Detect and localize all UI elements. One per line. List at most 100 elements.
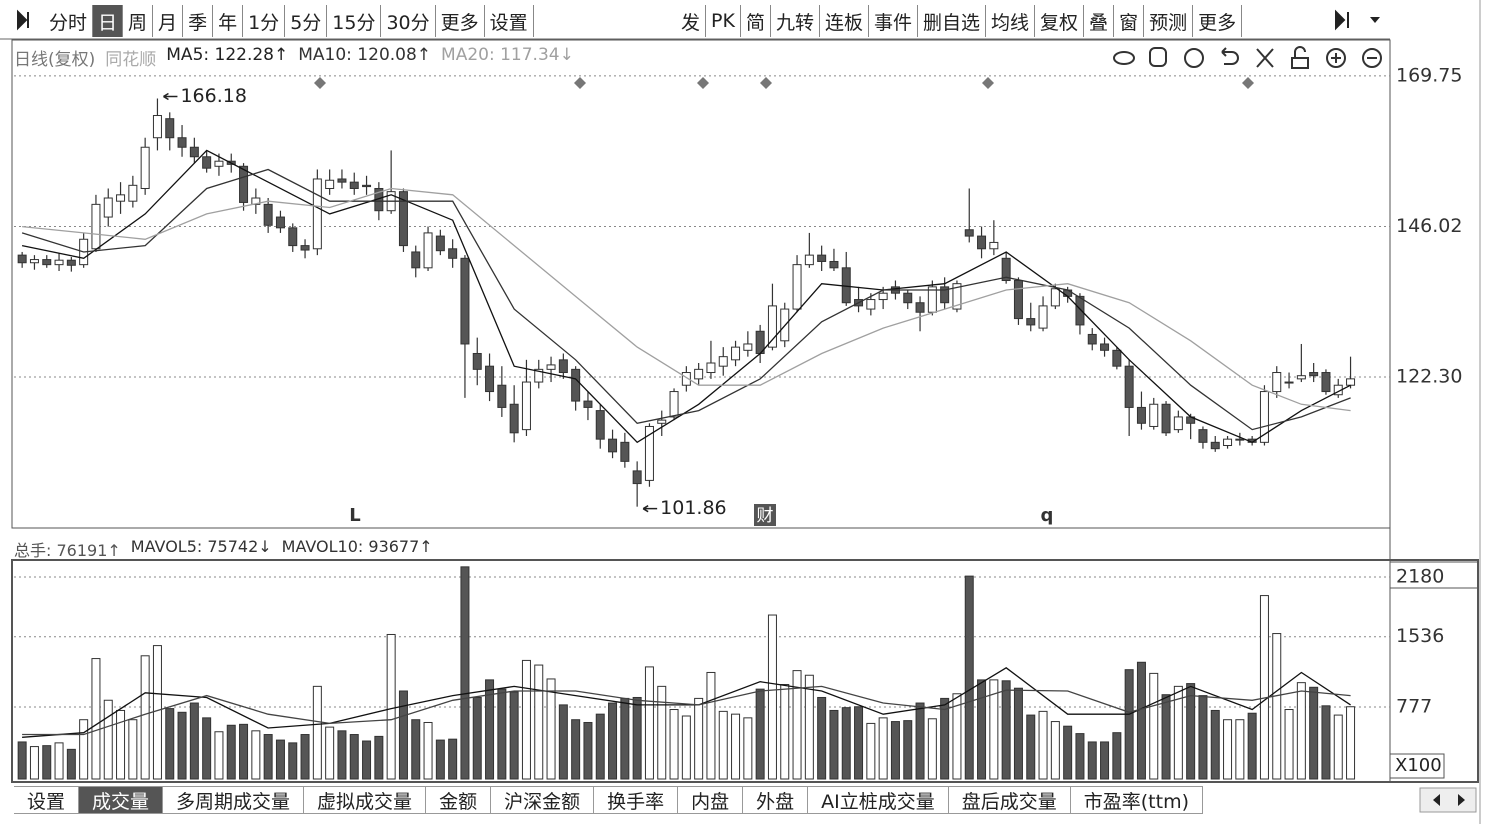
cut-icon[interactable]	[1256, 48, 1274, 68]
event-markers	[314, 77, 1254, 89]
tab[interactable]: 外盘	[743, 786, 809, 814]
zoom-in-icon[interactable]	[1326, 48, 1346, 68]
toolbar-button[interactable]: 事件	[869, 5, 918, 37]
toolbar-button[interactable]: 复权	[1035, 5, 1085, 37]
hand-icon[interactable]	[1149, 47, 1167, 67]
candle-body	[1346, 378, 1356, 386]
y-tick-label: 122.30	[1396, 365, 1462, 387]
event-label[interactable]: 财	[757, 506, 774, 526]
tab[interactable]: 虚拟成交量	[304, 786, 427, 814]
toolbar-icon[interactable]	[17, 9, 29, 31]
tab[interactable]: 盘后成交量	[948, 786, 1071, 814]
volume-bar	[1112, 732, 1122, 780]
toolbar-button[interactable]: 季	[183, 5, 214, 37]
toolbar-button[interactable]: 更多	[1193, 5, 1243, 37]
tab[interactable]: 金额	[426, 786, 492, 814]
y-tick-label: 146.02	[1396, 215, 1462, 237]
toolbar-button[interactable]: 均线	[986, 5, 1036, 37]
toolbar-button[interactable]: 1分	[243, 5, 286, 37]
tab[interactable]: 市盈率(ttm)	[1070, 786, 1203, 814]
candle-body	[325, 179, 335, 189]
tab[interactable]: 成交量	[79, 786, 164, 814]
volume-bar	[1100, 741, 1110, 780]
toolbar-button[interactable]: 预测	[1144, 5, 1194, 37]
toolbar-button[interactable]: 月	[153, 5, 184, 37]
event-marker[interactable]	[982, 77, 994, 89]
toolbar-button[interactable]: 分时	[44, 5, 94, 37]
toolbar: 分时日周月季年 1分 5分 15分 30分 更多 设置	[44, 5, 534, 37]
extreme-label: 101.86	[660, 497, 726, 519]
candle-body	[1149, 403, 1159, 427]
toolbar-button[interactable]: 发	[676, 5, 707, 37]
toolbar-button[interactable]: 连板	[820, 5, 869, 37]
candle-body	[620, 441, 630, 462]
tab[interactable]: 设置	[14, 786, 80, 814]
toolbar-button[interactable]: 叠	[1084, 5, 1115, 37]
candle-body	[239, 165, 249, 203]
eye-icon[interactable]	[1113, 51, 1135, 65]
volume-bar	[386, 633, 396, 780]
candle-body	[829, 260, 839, 269]
toolbar-button[interactable]: 删自选	[918, 5, 987, 37]
volume-bar	[485, 679, 495, 780]
undo-icon[interactable]	[1221, 47, 1239, 65]
candle-body	[940, 286, 950, 304]
lock-icon[interactable]	[1291, 46, 1309, 69]
toolbar-button[interactable]: 周	[123, 5, 154, 37]
event-label[interactable]: q	[1041, 505, 1054, 526]
event-marker[interactable]	[760, 77, 772, 89]
candle-body	[681, 372, 691, 386]
event-marker[interactable]	[574, 77, 586, 89]
toolbar-button[interactable]: 更多	[436, 5, 485, 37]
event-marker[interactable]	[314, 77, 326, 89]
candle-body	[1223, 438, 1233, 447]
candle-body	[534, 368, 544, 383]
y-tick-label: 169.75	[1396, 64, 1462, 86]
toolbar-button[interactable]: 日	[93, 5, 124, 37]
volume-bar	[312, 685, 322, 780]
toolbar-button[interactable]: 5分	[285, 5, 328, 37]
candle-body	[362, 184, 372, 188]
volume-name: 总手: 76191↑	[14, 541, 121, 560]
volume-bar	[558, 704, 568, 780]
play-icon[interactable]	[1184, 48, 1204, 68]
annotation-arrow	[163, 92, 178, 101]
toolbar-button[interactable]: PK	[706, 5, 741, 37]
volume-bar	[337, 730, 347, 780]
toolbar-button[interactable]: 年	[213, 5, 244, 37]
toolbar-button[interactable]: 30分	[381, 5, 436, 37]
candle-body	[1259, 391, 1269, 443]
tab[interactable]: 沪深金额	[491, 786, 595, 814]
tab[interactable]: 换手率	[594, 786, 679, 814]
toolbar-button[interactable]: 窗	[1114, 5, 1145, 37]
toolbar-button[interactable]: 九转	[771, 5, 820, 37]
ma-line	[22, 685, 1351, 736]
toolbar-button[interactable]: 15分	[327, 5, 382, 37]
scroll-arrows[interactable]	[1433, 794, 1465, 806]
candle-body	[632, 470, 642, 485]
zoom-out-icon[interactable]	[1362, 48, 1382, 68]
candle-body	[546, 364, 556, 370]
candle-body	[903, 292, 913, 304]
event-marker[interactable]	[1242, 77, 1254, 89]
volume-bar	[300, 734, 310, 780]
tab[interactable]: 多周期成交量	[163, 786, 305, 814]
volume-bar	[1038, 710, 1048, 780]
volume-bar	[546, 678, 556, 780]
tab[interactable]: AI立桩成交量	[808, 786, 949, 814]
toolbar-icon[interactable]	[1335, 9, 1349, 31]
event-label[interactable]: L	[349, 505, 360, 526]
zoom-in-icon[interactable]	[1331, 53, 1341, 63]
y-tick-label: 2180	[1396, 566, 1444, 588]
candle-body	[128, 184, 138, 202]
toolbar-button[interactable]: 设置	[485, 5, 534, 37]
toolbar-dropdown[interactable]	[1370, 17, 1380, 23]
volume-bar	[755, 688, 765, 780]
event-marker[interactable]	[697, 77, 709, 89]
tab[interactable]: 内盘	[678, 786, 744, 814]
candle-body	[964, 229, 974, 237]
toolbar-button[interactable]: 简	[741, 5, 771, 37]
volume-bar	[977, 679, 987, 780]
candle-body	[608, 438, 618, 453]
